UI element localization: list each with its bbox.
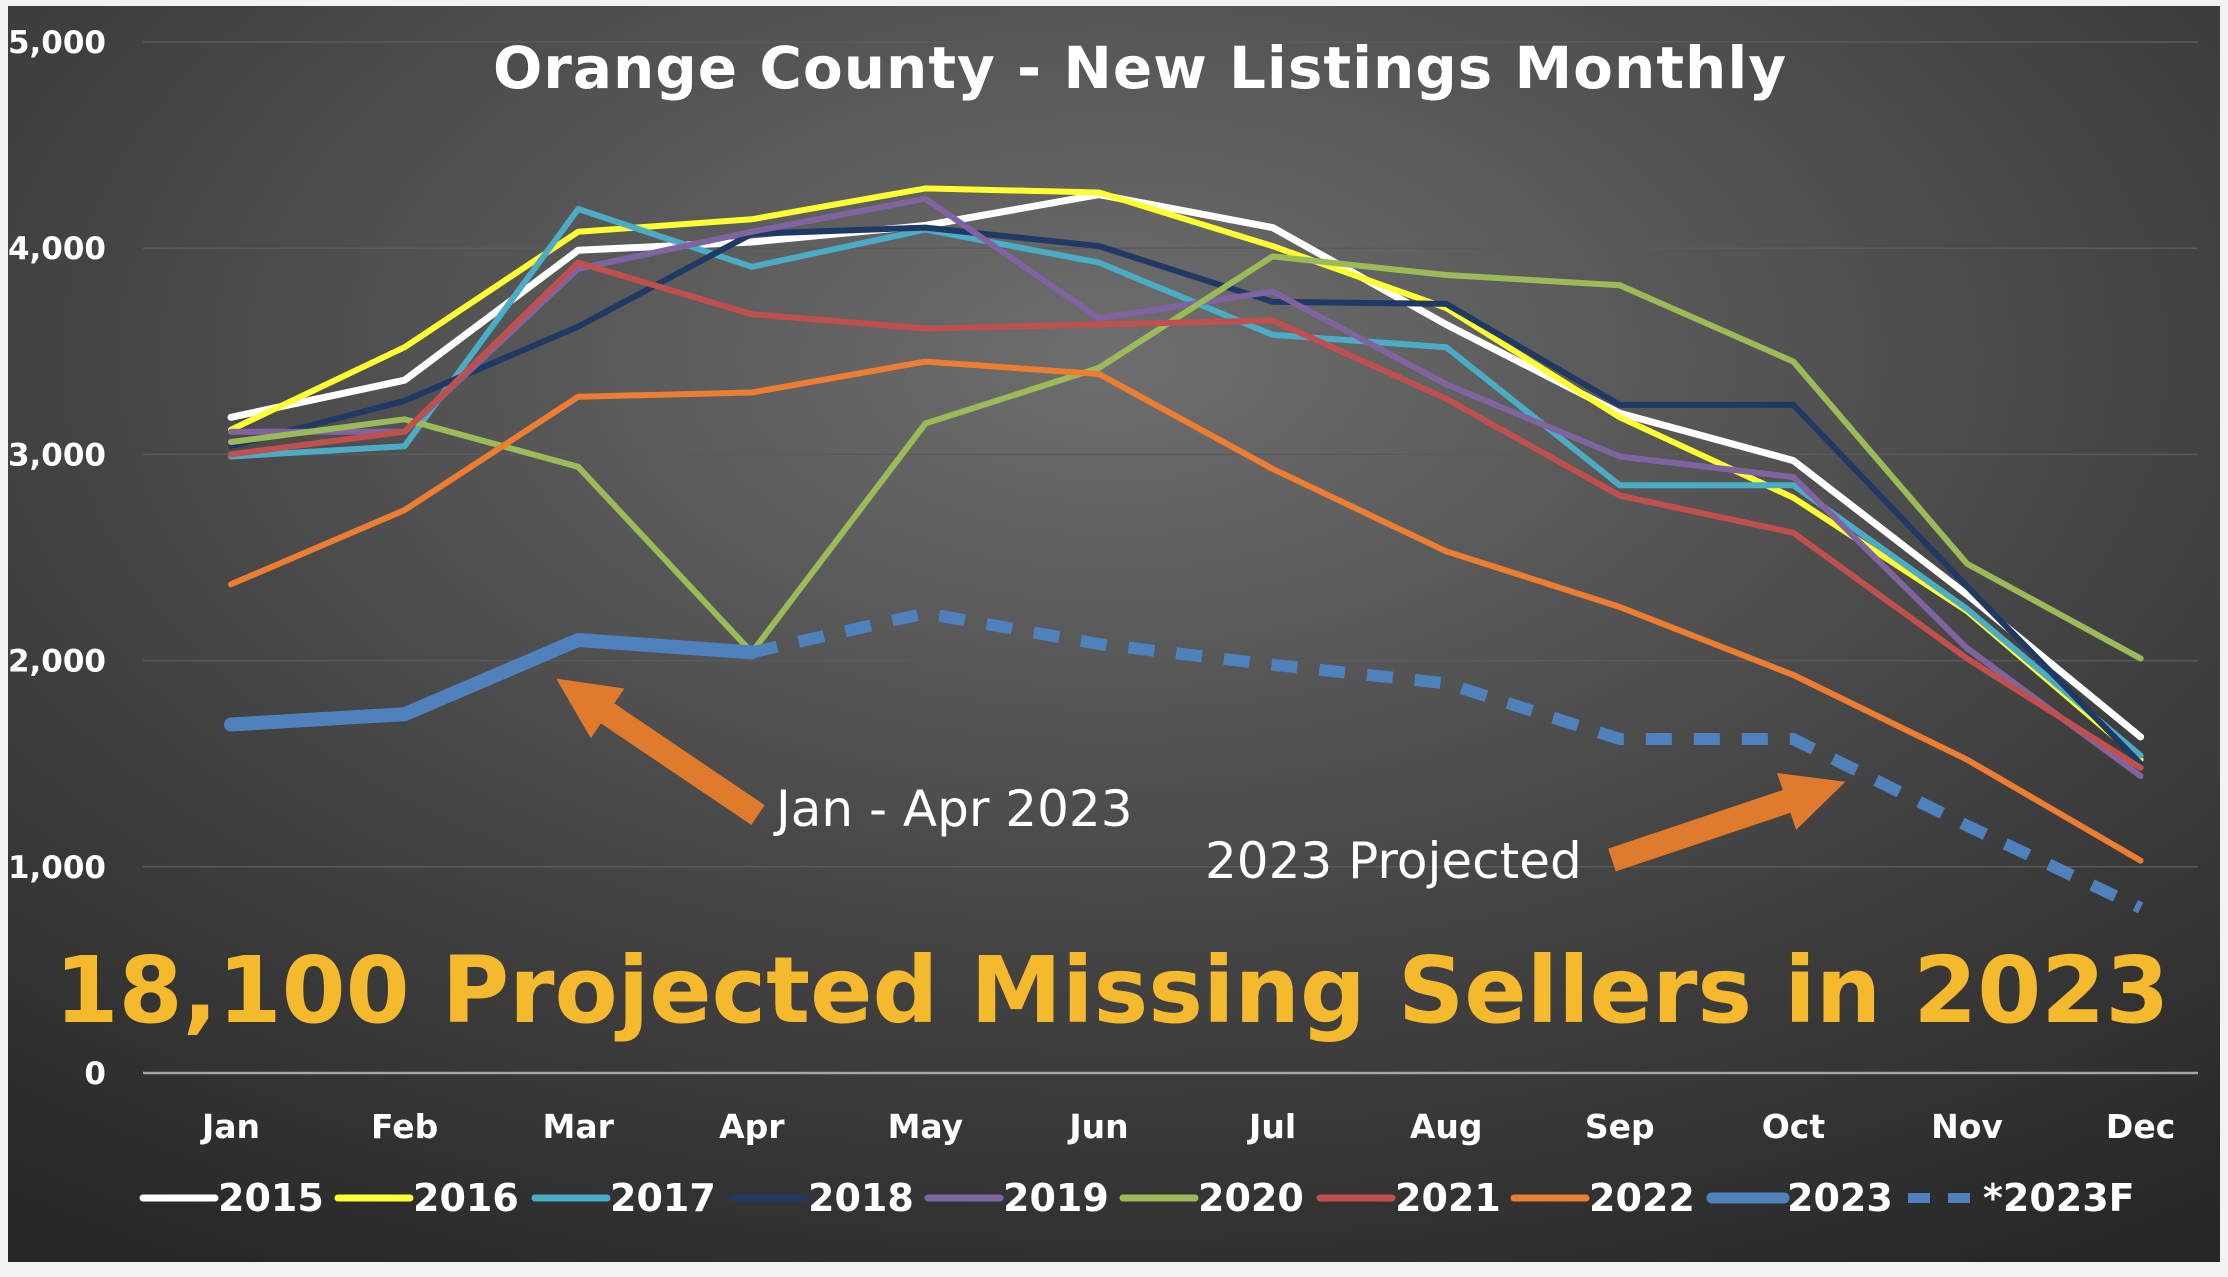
- series-line-2021: [228, 259, 2144, 771]
- legend-label: 2022: [1589, 1176, 1695, 1220]
- annotation-jan-apr-2023: Jan - Apr 2023: [773, 780, 1133, 838]
- legend-label: 2023: [1787, 1176, 1893, 1220]
- x-axis-ticks: Jan Feb Mar Apr May Jun Jul Aug Sep Oct Nov Dec: [200, 1107, 2175, 1146]
- legend-label: 2017: [610, 1176, 716, 1220]
- x-tick-label: Mar: [543, 1107, 615, 1146]
- legend-label: 2020: [1198, 1176, 1304, 1220]
- arrow-2023-projected: [1608, 773, 1846, 872]
- legend-label: 2015: [218, 1176, 324, 1220]
- x-tick-label: Feb: [371, 1107, 438, 1146]
- headline-text: 18,100 Projected Missing Sellers in 2023: [55, 937, 2170, 1044]
- x-tick-label: Dec: [2106, 1107, 2175, 1146]
- x-tick-label: Nov: [1931, 1107, 2003, 1146]
- y-tick-label: 1,000: [8, 850, 106, 886]
- series-line-2018: [228, 224, 2144, 767]
- x-tick-label: Jun: [1067, 1107, 1128, 1146]
- series-lines: [224, 185, 2145, 914]
- series-line-2015: [227, 191, 2145, 741]
- x-tick-label: May: [888, 1107, 964, 1146]
- legend-label: 2018: [808, 1176, 914, 1220]
- legend-label: 2016: [413, 1176, 519, 1220]
- x-tick-label: Jul: [1247, 1107, 1296, 1146]
- x-tick-label: Apr: [719, 1107, 785, 1146]
- legend: 2015 2016 2017 2018 2019 2020 2021 2022 2023 *202…: [139, 1176, 2135, 1220]
- series-line-2023: [224, 633, 759, 732]
- chart-title: Orange County - New Listings Monthly: [493, 34, 1787, 102]
- y-tick-label: 3,000: [8, 437, 106, 473]
- legend-label: 2021: [1395, 1176, 1501, 1220]
- y-tick-label: 4,000: [8, 231, 106, 267]
- series-line-2022: [228, 358, 2144, 864]
- y-tick-label: 2,000: [8, 644, 106, 680]
- y-tick-label: 5,000: [8, 25, 106, 61]
- x-tick-label: Oct: [1762, 1107, 1826, 1146]
- x-tick-label: Jan: [200, 1107, 260, 1146]
- legend-label: *2023F: [1983, 1176, 2135, 1220]
- x-tick-label: Sep: [1585, 1107, 1655, 1146]
- series-line-2020: [228, 253, 2144, 662]
- series-line-2019: [228, 195, 2144, 780]
- y-tick-label: 0: [84, 1056, 106, 1092]
- chart-background: [8, 6, 2220, 1262]
- arrow-jan-apr-2023: [556, 678, 765, 825]
- annotation-arrows: [556, 678, 1846, 872]
- y-axis-ticks: 0 1,000 2,000 3,000 4,000 5,000: [8, 25, 106, 1092]
- legend-label: 2019: [1003, 1176, 1109, 1220]
- annotation-2023-projected: 2023 Projected: [1205, 832, 1582, 890]
- x-tick-label: Aug: [1410, 1107, 1483, 1146]
